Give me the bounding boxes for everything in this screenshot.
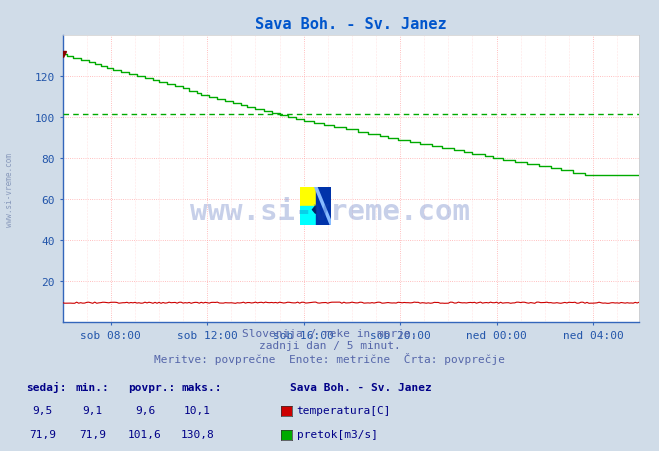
Text: Sava Boh. - Sv. Janez: Sava Boh. - Sv. Janez xyxy=(290,382,432,392)
Text: 71,9: 71,9 xyxy=(79,429,105,439)
Text: 71,9: 71,9 xyxy=(30,429,56,439)
Text: www.si-vreme.com: www.si-vreme.com xyxy=(5,152,14,226)
Text: www.si-vreme.com: www.si-vreme.com xyxy=(190,198,469,226)
Text: sedaj:: sedaj: xyxy=(26,381,67,392)
Text: povpr.:: povpr.: xyxy=(129,382,176,392)
Polygon shape xyxy=(300,187,316,206)
Text: 130,8: 130,8 xyxy=(181,429,215,439)
Text: min.:: min.: xyxy=(76,382,109,392)
Text: 9,1: 9,1 xyxy=(82,405,102,415)
Text: temperatura[C]: temperatura[C] xyxy=(297,405,391,415)
Text: 9,5: 9,5 xyxy=(33,405,53,415)
Text: pretok[m3/s]: pretok[m3/s] xyxy=(297,429,378,439)
Text: Meritve: povprečne  Enote: metrične  Črta: povprečje: Meritve: povprečne Enote: metrične Črta:… xyxy=(154,353,505,365)
Polygon shape xyxy=(312,206,316,214)
Text: maks.:: maks.: xyxy=(181,382,221,392)
Text: zadnji dan / 5 minut.: zadnji dan / 5 minut. xyxy=(258,341,401,350)
Text: 101,6: 101,6 xyxy=(128,429,162,439)
Text: Slovenija / reke in morje.: Slovenija / reke in morje. xyxy=(242,328,417,338)
Text: 10,1: 10,1 xyxy=(185,405,211,415)
Polygon shape xyxy=(316,187,331,226)
Title: Sava Boh. - Sv. Janez: Sava Boh. - Sv. Janez xyxy=(255,17,447,32)
Polygon shape xyxy=(300,206,316,226)
Text: 9,6: 9,6 xyxy=(135,405,155,415)
